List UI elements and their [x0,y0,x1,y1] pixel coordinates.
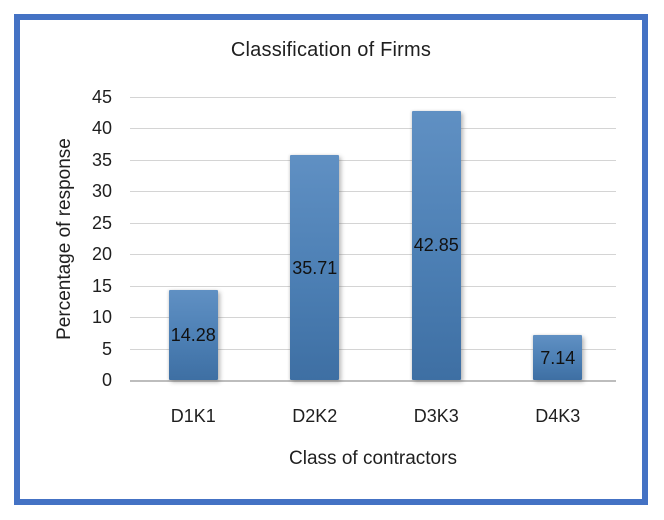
y-tick-label: 20 [91,244,112,265]
y-tick-label: 5 [101,338,112,359]
bar-value-label: 7.14 [540,347,576,368]
gridline [130,348,616,350]
y-tick-label: 10 [91,307,112,328]
gridline [130,285,616,287]
x-axis-title: Class of contractors [289,448,457,469]
x-category-label: D3K3 [413,406,459,426]
bar: 42.85 [411,110,461,380]
gridline [130,222,616,224]
bar-value-label: 42.85 [413,235,459,256]
x-category-label: D2K2 [292,406,338,426]
bar: 35.71 [290,155,340,380]
bar: 14.28 [168,290,218,380]
x-axis-category-labels: D1K1 D2K2 D3K3 D4K3 [130,406,616,430]
gridline [130,317,616,319]
gridline [130,97,616,98]
y-tick-label: 45 [91,87,112,107]
bar-value-label: 14.28 [170,325,216,346]
y-tick-label: 30 [91,181,112,202]
chart-frame: Classification of Firms Percentage of re… [14,14,648,505]
y-tick-label: 25 [91,212,112,233]
y-tick-label: 40 [91,118,112,139]
bar-value-label: 35.71 [292,257,338,278]
gridline [130,254,616,256]
plot-area: 14.28 35.71 42.85 7.14 [130,97,616,382]
y-tick-label: 0 [101,370,112,390]
gridline [130,159,616,161]
chart-title: Classification of Firms [230,39,432,61]
bar: 7.14 [533,335,583,380]
x-category-label: D1K1 [170,406,216,426]
y-tick-label: 35 [91,149,112,170]
gridline [130,128,616,130]
x-category-label: D4K3 [535,406,581,426]
y-axis-tick-labels: 45 40 35 30 25 20 15 10 5 0 [20,88,112,389]
y-tick-label: 15 [91,275,112,296]
gridline [130,191,616,193]
